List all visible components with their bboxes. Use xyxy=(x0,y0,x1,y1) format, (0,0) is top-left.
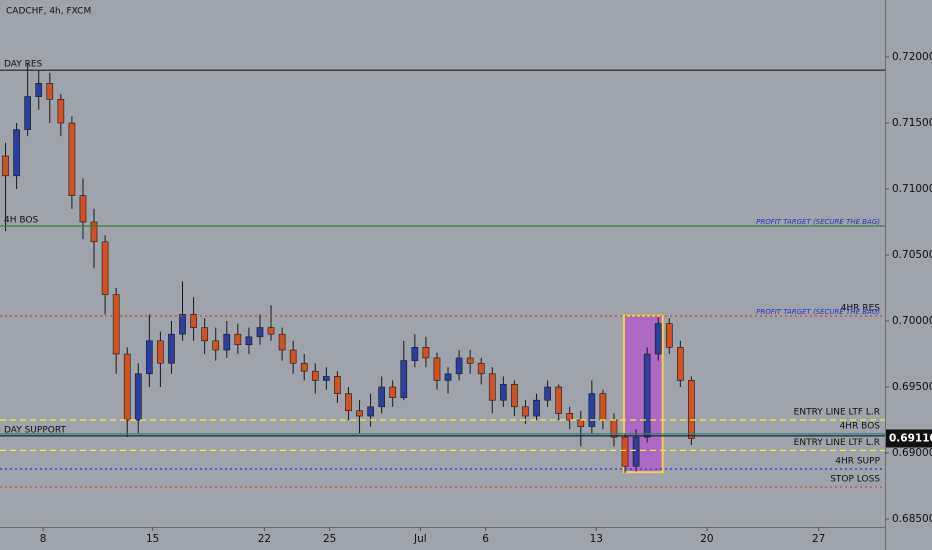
candle-body xyxy=(201,327,208,342)
candle-body xyxy=(400,360,408,398)
candle-body xyxy=(533,399,540,417)
level-label: 4H BOS xyxy=(4,215,38,225)
level-label: DAY SUPPORT xyxy=(4,425,66,435)
level-label: 4HR BOS xyxy=(840,421,881,431)
candle-body xyxy=(422,347,430,359)
candle-body xyxy=(289,349,297,364)
candle-body xyxy=(555,386,562,414)
level-note: PROFIT TARGET (SECURE THE BAG) xyxy=(756,218,880,226)
x-tick-label: 15 xyxy=(146,533,159,545)
candle-body xyxy=(79,195,87,223)
level-label: 4HR RES xyxy=(841,303,881,313)
candle-body xyxy=(267,327,275,335)
candle-body xyxy=(577,419,585,427)
candle-body xyxy=(101,241,109,295)
candle-body xyxy=(643,353,651,438)
candle-body xyxy=(632,436,640,467)
candle-body xyxy=(566,413,574,421)
candle-body xyxy=(356,410,363,417)
candle-body xyxy=(323,376,330,381)
x-tick-label: 8 xyxy=(40,533,47,545)
candle-body xyxy=(621,436,629,467)
level-label: ENTRY LINE LTF L.R xyxy=(794,438,880,448)
candle-body xyxy=(677,347,684,381)
candle-body xyxy=(13,129,20,177)
candle-body xyxy=(68,122,76,196)
x-tick-label: 27 xyxy=(812,533,825,545)
candle-body xyxy=(179,314,186,335)
candle-body xyxy=(256,327,264,338)
candle-body xyxy=(588,393,596,427)
candle-body xyxy=(157,340,164,364)
level-label: DAY RES xyxy=(4,60,43,70)
candle-body xyxy=(234,333,242,346)
candle-body xyxy=(2,155,9,177)
candle-body xyxy=(488,373,496,401)
candle-body xyxy=(123,353,131,421)
x-tick-label: 13 xyxy=(590,533,603,545)
chart-title: CADCHF, 4h, FXCM xyxy=(6,7,91,17)
y-tick-label: 0.72000 xyxy=(892,51,932,63)
candle-body xyxy=(212,340,220,351)
candle-body xyxy=(278,333,286,351)
candle-body xyxy=(46,83,54,100)
candle-body xyxy=(544,386,551,401)
last-price-box xyxy=(886,429,932,448)
level-label: ENTRY LINE LTF L.R xyxy=(794,408,880,418)
y-tick-label: 0.71500 xyxy=(892,117,932,129)
y-tick-label: 0.70500 xyxy=(892,249,932,261)
candle-body xyxy=(90,221,98,243)
y-tick-label: 0.69500 xyxy=(892,381,932,393)
candle-body xyxy=(610,419,618,438)
candle-body xyxy=(112,294,120,355)
y-tick-label: 0.71000 xyxy=(892,183,932,195)
candle-body xyxy=(134,373,142,421)
level-label: STOP LOSS xyxy=(830,475,880,485)
candle-body xyxy=(311,370,319,381)
candle-body xyxy=(665,323,673,348)
x-tick-label: 25 xyxy=(323,533,336,545)
candle-body xyxy=(477,362,485,375)
last-price-label: 0.69110 xyxy=(889,432,932,444)
candle-body xyxy=(688,380,695,439)
x-tick-label: 20 xyxy=(700,533,713,545)
candle-body xyxy=(511,384,518,408)
candle-body xyxy=(444,373,452,381)
level-note: PROFIT TARGET (SECURE THE BAG) xyxy=(756,308,880,316)
candle-body xyxy=(334,376,341,394)
x-tick-label: Jul xyxy=(413,533,427,545)
y-tick-label: 0.69000 xyxy=(892,447,932,459)
candle-body xyxy=(146,340,153,375)
candle-body xyxy=(500,384,507,401)
candle-body xyxy=(345,393,352,412)
candle-body xyxy=(168,333,175,364)
candle-body xyxy=(300,362,308,372)
x-tick-label: 22 xyxy=(258,533,271,545)
y-tick-label: 0.70000 xyxy=(892,315,932,327)
candle-body xyxy=(455,357,463,375)
x-tick-label: 6 xyxy=(482,533,489,545)
candle-body xyxy=(245,336,253,346)
candle-body xyxy=(35,83,43,97)
candle-body xyxy=(433,357,441,381)
candle-body xyxy=(367,406,374,417)
candle-body xyxy=(654,323,662,355)
candle-body xyxy=(190,314,197,328)
candle-body xyxy=(599,393,607,421)
level-label: 4HR SUPP xyxy=(835,456,880,466)
candle-body xyxy=(466,357,474,364)
candle-body xyxy=(522,406,529,417)
candle-body xyxy=(389,386,397,398)
candle-body xyxy=(57,98,65,124)
candle-body xyxy=(24,96,31,130)
candle-body xyxy=(223,333,231,351)
candle-body xyxy=(378,386,385,408)
y-tick-label: 0.68500 xyxy=(892,513,932,525)
candle-body xyxy=(411,347,419,361)
